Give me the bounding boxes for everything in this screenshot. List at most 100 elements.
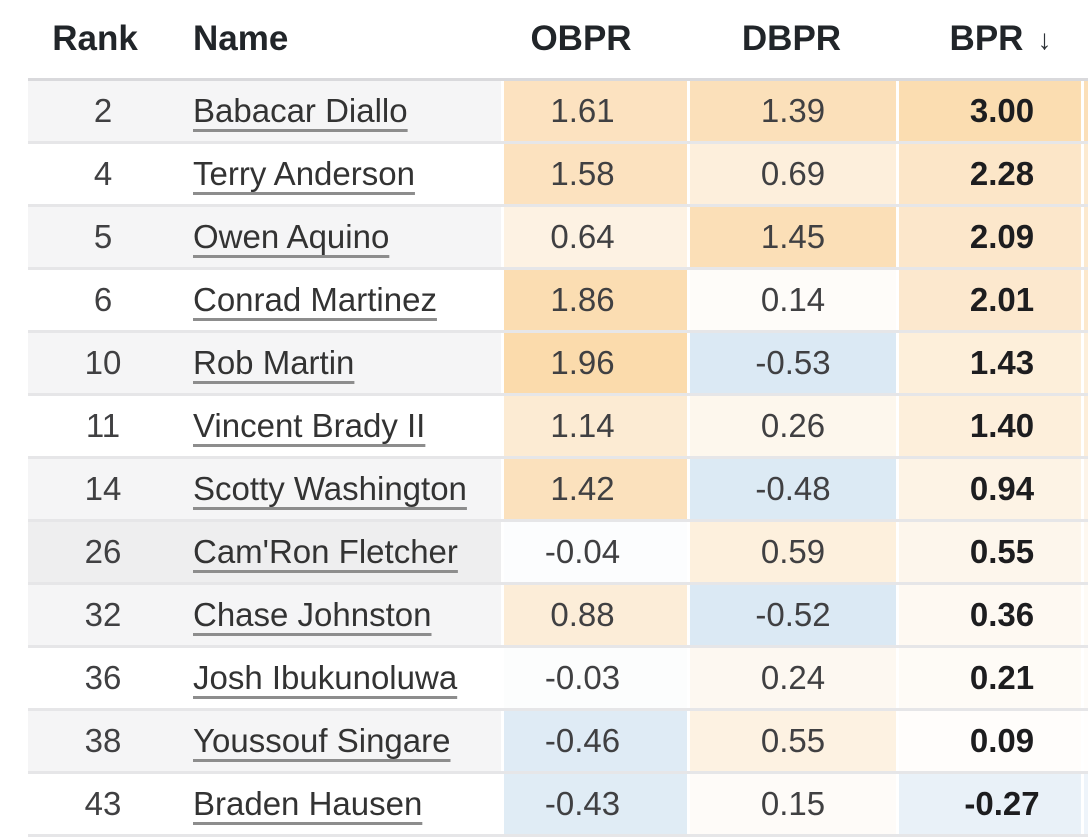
player-name-link[interactable]: Rob Martin bbox=[193, 344, 355, 381]
player-name-link[interactable]: Owen Aquino bbox=[193, 218, 390, 255]
header-name[interactable]: Name bbox=[193, 19, 289, 58]
rank-cell: 32 bbox=[84, 596, 122, 633]
player-name-link[interactable]: Josh Ibukunoluwa bbox=[193, 659, 458, 696]
player-name-link[interactable]: Terry Anderson bbox=[193, 155, 415, 192]
table-row: 43 Braden Hausen -0.43 0.15 -0.27 bbox=[28, 774, 1088, 837]
player-name-link[interactable]: Vincent Brady II bbox=[193, 407, 426, 444]
header-bpr[interactable]: BPR ↓ bbox=[896, 19, 1081, 59]
name-cell: Terry Anderson bbox=[178, 144, 501, 204]
table-row: 6 Conrad Martinez 1.86 0.14 2.01 bbox=[28, 270, 1088, 333]
row-stripe: 11 Vincent Brady II bbox=[28, 396, 501, 456]
table-body: 2 Babacar Diallo 1.61 1.39 3.00 4 Terry … bbox=[0, 81, 1088, 837]
row-stripe: 43 Braden Hausen bbox=[28, 774, 501, 834]
obpr-cell: -0.04 bbox=[501, 522, 687, 582]
dbpr-cell: 0.59 bbox=[687, 522, 896, 582]
name-cell: Chase Johnston bbox=[178, 585, 501, 645]
table-row: 32 Chase Johnston 0.88 -0.52 0.36 bbox=[28, 585, 1088, 648]
obpr-cell: 1.58 bbox=[501, 144, 687, 204]
next-column-sliver bbox=[1081, 459, 1088, 519]
name-cell: Rob Martin bbox=[178, 333, 501, 393]
next-column-sliver bbox=[1081, 648, 1088, 708]
player-name-link[interactable]: Braden Hausen bbox=[193, 785, 423, 822]
bpr-cell: 3.00 bbox=[896, 81, 1081, 141]
bpr-cell: 1.43 bbox=[896, 333, 1081, 393]
dbpr-cell: 0.24 bbox=[687, 648, 896, 708]
obpr-cell: 1.96 bbox=[501, 333, 687, 393]
obpr-cell: 0.88 bbox=[501, 585, 687, 645]
sort-desc-arrow-icon: ↓ bbox=[1037, 24, 1052, 55]
row-stripe: 5 Owen Aquino bbox=[28, 207, 501, 267]
dbpr-cell: -0.53 bbox=[687, 333, 896, 393]
next-column-sliver bbox=[1081, 522, 1088, 582]
table-header-row: Rank Name OBPR DBPR BPR ↓ bbox=[28, 0, 1088, 81]
name-cell: Babacar Diallo bbox=[178, 81, 501, 141]
row-stripe: 26 Cam'Ron Fletcher bbox=[28, 522, 501, 582]
next-column-sliver bbox=[1081, 333, 1088, 393]
player-name-link[interactable]: Babacar Diallo bbox=[193, 92, 408, 129]
next-column-sliver bbox=[1081, 585, 1088, 645]
dbpr-cell: -0.52 bbox=[687, 585, 896, 645]
row-stripe: 10 Rob Martin bbox=[28, 333, 501, 393]
obpr-cell: -0.46 bbox=[501, 711, 687, 771]
row-stripe: 36 Josh Ibukunoluwa bbox=[28, 648, 501, 708]
rank-cell: 5 bbox=[93, 218, 113, 255]
player-name-link[interactable]: Youssouf Singare bbox=[193, 722, 451, 759]
player-name-link[interactable]: Cam'Ron Fletcher bbox=[193, 533, 458, 570]
obpr-cell: 1.86 bbox=[501, 270, 687, 330]
dbpr-cell: 0.15 bbox=[687, 774, 896, 834]
rank-cell: 36 bbox=[84, 659, 122, 696]
header-dbpr[interactable]: DBPR bbox=[741, 19, 842, 58]
rank-cell: 6 bbox=[93, 281, 113, 318]
table-row: 5 Owen Aquino 0.64 1.45 2.09 bbox=[28, 207, 1088, 270]
name-cell: Vincent Brady II bbox=[178, 396, 501, 456]
name-cell: Owen Aquino bbox=[178, 207, 501, 267]
next-column-sliver bbox=[1081, 396, 1088, 456]
name-cell: Cam'Ron Fletcher bbox=[178, 522, 501, 582]
obpr-cell: 0.64 bbox=[501, 207, 687, 267]
next-column-sliver bbox=[1081, 144, 1088, 204]
bpr-cell: 1.40 bbox=[896, 396, 1081, 456]
row-stripe: 32 Chase Johnston bbox=[28, 585, 501, 645]
bpr-cell: 0.55 bbox=[896, 522, 1081, 582]
player-name-link[interactable]: Conrad Martinez bbox=[193, 281, 437, 318]
obpr-cell: 1.14 bbox=[501, 396, 687, 456]
dbpr-cell: 0.14 bbox=[687, 270, 896, 330]
name-cell: Josh Ibukunoluwa bbox=[178, 648, 501, 708]
row-stripe: 2 Babacar Diallo bbox=[28, 81, 501, 141]
rank-cell: 38 bbox=[84, 722, 122, 759]
next-column-sliver bbox=[1081, 207, 1088, 267]
table-row: 26 Cam'Ron Fletcher -0.04 0.59 0.55 bbox=[28, 522, 1088, 585]
table-row: 38 Youssouf Singare -0.46 0.55 0.09 bbox=[28, 711, 1088, 774]
header-obpr[interactable]: OBPR bbox=[530, 19, 632, 58]
next-column-sliver bbox=[1081, 81, 1088, 141]
header-rank[interactable]: Rank bbox=[52, 19, 138, 58]
next-column-sliver bbox=[1081, 270, 1088, 330]
next-column-sliver bbox=[1081, 774, 1088, 834]
table-row: 14 Scotty Washington 1.42 -0.48 0.94 bbox=[28, 459, 1088, 522]
bpr-cell: 0.36 bbox=[896, 585, 1081, 645]
table-row: 11 Vincent Brady II 1.14 0.26 1.40 bbox=[28, 396, 1088, 459]
name-cell: Scotty Washington bbox=[178, 459, 501, 519]
bpr-cell: 2.09 bbox=[896, 207, 1081, 267]
bpr-cell: 2.01 bbox=[896, 270, 1081, 330]
dbpr-cell: 1.45 bbox=[687, 207, 896, 267]
player-name-link[interactable]: Chase Johnston bbox=[193, 596, 432, 633]
player-name-link[interactable]: Scotty Washington bbox=[193, 470, 467, 507]
bpr-cell: 0.94 bbox=[896, 459, 1081, 519]
bpr-cell: -0.27 bbox=[896, 774, 1081, 834]
rank-cell: 43 bbox=[84, 785, 122, 822]
rank-cell: 11 bbox=[85, 407, 121, 444]
table-row: 36 Josh Ibukunoluwa -0.03 0.24 0.21 bbox=[28, 648, 1088, 711]
obpr-cell: 1.61 bbox=[501, 81, 687, 141]
dbpr-cell: 0.55 bbox=[687, 711, 896, 771]
rank-cell: 26 bbox=[84, 533, 122, 570]
next-column-sliver bbox=[1081, 711, 1088, 771]
obpr-cell: 1.42 bbox=[501, 459, 687, 519]
table-row: 4 Terry Anderson 1.58 0.69 2.28 bbox=[28, 144, 1088, 207]
rank-cell: 4 bbox=[93, 155, 113, 192]
rank-cell: 2 bbox=[93, 92, 113, 129]
row-stripe: 4 Terry Anderson bbox=[28, 144, 501, 204]
name-cell: Braden Hausen bbox=[178, 774, 501, 834]
rank-cell: 14 bbox=[84, 470, 122, 507]
